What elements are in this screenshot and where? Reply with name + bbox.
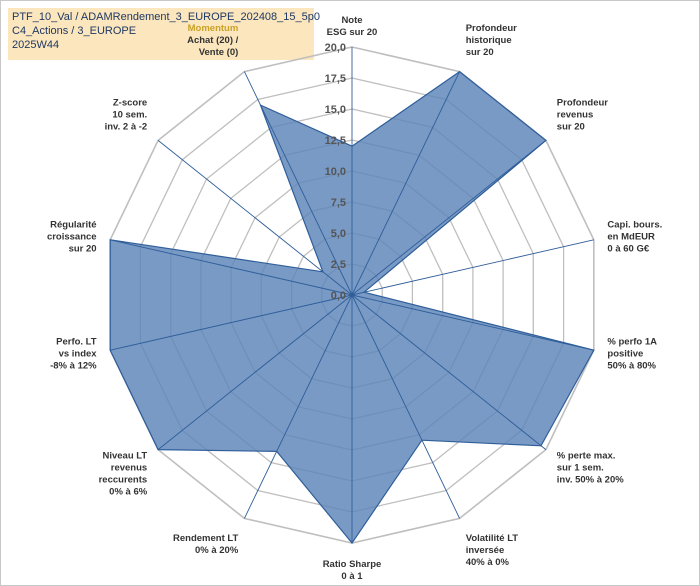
axis-label: Niveau LT revenus reccurents 0% à 6% [99, 450, 148, 497]
axis-label-line: inv. 2 à -2 [105, 122, 148, 133]
axis-spoke [351, 294, 461, 519]
axis-label: Ratio Sharpe 0 à 1 [323, 559, 382, 582]
axis-label-line: Rendement LT [173, 533, 238, 544]
axis-label-line: 50% à 80% [607, 360, 656, 371]
axis-label-line: Note [341, 15, 362, 26]
axis-spoke [351, 239, 594, 296]
axis-label: Note ESG sur 20 [327, 15, 378, 38]
title-line-3: 2025W44 [12, 39, 60, 51]
tick-label: 0,0 [331, 290, 346, 302]
tick-label: 20,0 [325, 42, 346, 54]
axis-label-line: 40% à 0% [466, 557, 510, 568]
axis-label-line: Volatilité LT [466, 533, 519, 544]
axis-label-line: revenus [557, 110, 593, 121]
axis-label-line: inversée [466, 545, 505, 556]
axis-label: Capi. bours. en MdEUR 0 à 60 G€ [607, 220, 662, 255]
axis-label-line: % perfo 1A [607, 336, 657, 347]
axis-label-line: croissance [47, 232, 97, 243]
axis-label-line: Ratio Sharpe [323, 559, 382, 570]
axis-spoke [157, 140, 353, 296]
axis-label: % perfo 1A positive 50% à 80% [607, 336, 657, 371]
axis-label-line: sur 1 sem. [557, 462, 604, 473]
axis-spoke [351, 294, 547, 450]
axis-label-line: Vente (0) [199, 47, 239, 58]
title-line-1: PTF_10_Val / ADAMRendement_3_EUROPE_2024… [12, 11, 320, 23]
axis-spoke [351, 71, 461, 296]
axis-label-line: positive [607, 348, 643, 359]
axis-label: Rendement LT 0% à 20% [173, 533, 239, 556]
axis-label: Momentum Achat (20) / Vente (0) [187, 23, 239, 58]
axis-label-line: Achat (20) / [187, 35, 239, 46]
tick-label: 10,0 [325, 166, 346, 178]
axis-label-line: en MdEUR [607, 232, 655, 243]
axis-label: Z-score 10 sem. inv. 2 à -2 [105, 98, 148, 133]
axis-label: Régularité croissance sur 20 [47, 220, 97, 255]
axis-spoke [157, 294, 353, 450]
axis-label-line: % perte max. [557, 450, 616, 461]
tick-label: 17,5 [325, 73, 346, 85]
axis-label-line: Profondeur [466, 23, 517, 34]
axis-label-line: inv. 50% à 20% [557, 474, 624, 485]
axis-label-line: 0% à 6% [109, 486, 148, 497]
axis-label-line: 0% à 20% [195, 545, 239, 556]
axis-label-line: vs index [59, 348, 98, 359]
axis-label-line: 0 à 1 [341, 571, 363, 582]
axis-label-line: sur 20 [557, 122, 585, 133]
tick-label: 5,0 [331, 228, 346, 240]
tick-label: 12,5 [325, 135, 346, 147]
axis-label: Volatilité LT inversée 40% à 0% [466, 533, 519, 568]
axis-label-line: Régularité [50, 220, 96, 231]
axis-label-line: ESG sur 20 [327, 27, 378, 38]
axis-label: % perte max. sur 1 sem. inv. 50% à 20% [557, 450, 624, 485]
axis-label-line: revenus [111, 462, 147, 473]
tick-label: 2,5 [331, 259, 346, 271]
axis-label-line: -8% à 12% [50, 360, 97, 371]
axis-label-line: 10 sem. [112, 110, 147, 121]
title-line-2: C4_Actions / 3_EUROPE [12, 25, 137, 37]
tick-label: 15,0 [325, 104, 346, 116]
axis-spoke [243, 294, 353, 519]
axis-label-line: Z-score [113, 98, 147, 109]
axis-label-line: Perfo. LT [56, 336, 97, 347]
axis-label-line: sur 20 [466, 47, 494, 58]
axis-spoke [110, 294, 353, 351]
axis-label-line: Niveau LT [102, 450, 147, 461]
axis-label-line: sur 20 [69, 244, 97, 255]
axis-label-line: historique [466, 35, 512, 46]
axis-label-line: 0 à 60 G€ [607, 244, 649, 255]
axis-label-line: Momentum [188, 23, 239, 34]
axis-spoke [351, 294, 594, 351]
chart-title-box: PTF_10_Val / ADAMRendement_3_EUROPE_2024… [8, 8, 320, 60]
axis-label: Profondeur historique sur 20 [466, 23, 517, 58]
axis-label: Perfo. LT vs index -8% à 12% [50, 336, 97, 371]
axis-spoke [243, 71, 353, 296]
axis-label-line: Capi. bours. [607, 220, 662, 231]
axis-label-line: reccurents [99, 474, 148, 485]
tick-label: 7,5 [331, 197, 346, 209]
axis-label-line: Profondeur [557, 98, 608, 109]
axis-label: Profondeur revenus sur 20 [557, 98, 608, 133]
axis-spoke [351, 140, 547, 296]
axis-spoke [110, 239, 353, 296]
